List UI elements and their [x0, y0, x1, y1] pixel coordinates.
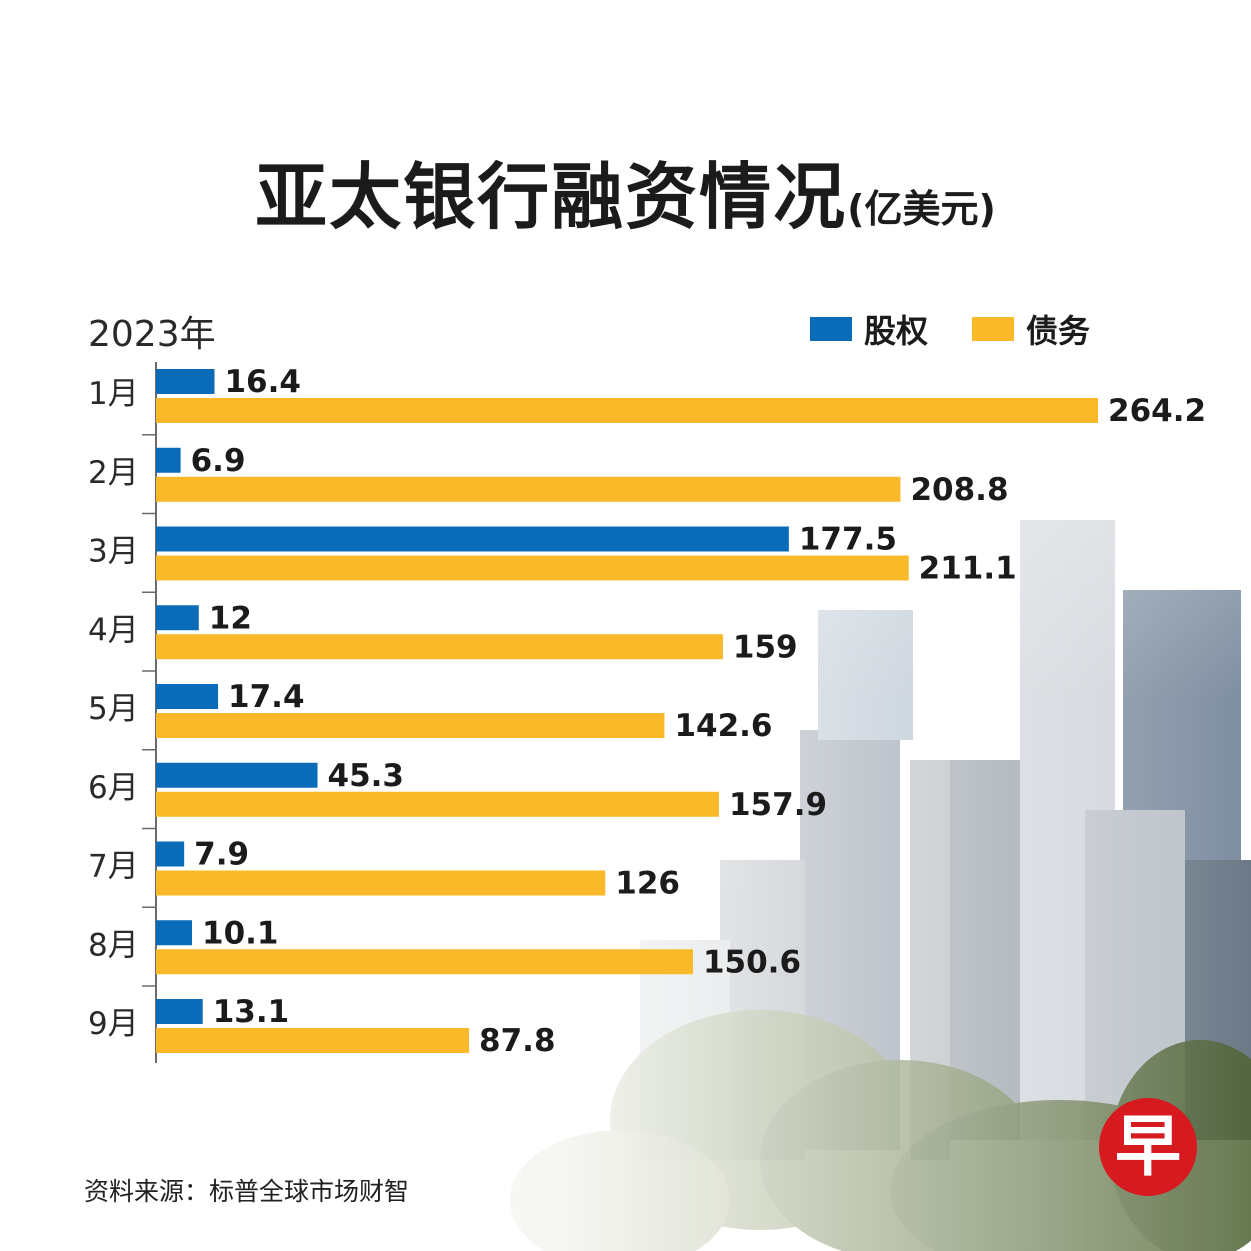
- bar-debt: [156, 791, 719, 817]
- value-label-debt: 87.8: [479, 1023, 556, 1059]
- month-label: 4月: [88, 612, 139, 648]
- month-label: 8月: [88, 927, 139, 963]
- source-note: 资料来源：标普全球市场财智: [84, 1177, 410, 1206]
- bar-debt: [156, 476, 901, 502]
- value-label-equity: 16.4: [224, 364, 301, 400]
- bar-debt: [156, 1028, 470, 1053]
- value-label-debt: 208.8: [910, 472, 1008, 508]
- bar-equity: [156, 526, 789, 552]
- value-label-equity: 45.3: [328, 758, 405, 794]
- legend-debt: 债务: [972, 306, 1090, 352]
- value-label-debt: 264.2: [1108, 393, 1206, 429]
- month-label: 3月: [88, 534, 139, 570]
- bar-debt: [156, 555, 909, 581]
- value-label-equity: 177.5: [799, 522, 897, 558]
- legend-equity: 股权: [810, 306, 928, 352]
- bar-debt: [156, 713, 665, 738]
- bar-equity: [156, 999, 203, 1024]
- bar-equity: [156, 447, 181, 473]
- value-label-equity: 10.1: [202, 915, 279, 951]
- year-label: 2023年: [88, 314, 216, 355]
- value-label-debt: 142.6: [674, 708, 772, 744]
- title-main: 亚太银行融资情况: [255, 155, 848, 239]
- chart-title: 亚太银行融资情况(亿美元): [0, 138, 1251, 243]
- legend-label-equity: 股权: [864, 312, 929, 350]
- month-label: 6月: [88, 770, 139, 806]
- value-label-equity: 12: [209, 600, 252, 636]
- bar-equity: [156, 762, 318, 788]
- title-unit: (亿美元): [847, 187, 996, 231]
- month-label: 5月: [88, 691, 139, 727]
- bar-debt: [156, 634, 723, 660]
- logo-text: 早: [1115, 1108, 1181, 1185]
- bar-debt: [156, 949, 693, 975]
- month-label: 1月: [88, 376, 139, 412]
- month-label: 9月: [88, 1006, 139, 1042]
- value-label-debt: 159: [733, 629, 798, 665]
- bar-equity: [156, 841, 185, 867]
- zaobao-logo: 早: [1099, 1098, 1197, 1196]
- value-label-debt: 150.6: [703, 944, 801, 980]
- bar-equity: [156, 920, 193, 946]
- value-label-equity: 17.4: [228, 679, 305, 715]
- value-label-equity: 13.1: [213, 994, 290, 1030]
- bar-equity: [156, 605, 199, 631]
- legend-swatch-debt: [972, 317, 1014, 341]
- bar-debt: [156, 870, 606, 896]
- month-label: 7月: [88, 849, 139, 885]
- bar-equity: [156, 684, 219, 709]
- value-label-equity: 7.9: [194, 837, 249, 873]
- value-label-debt: 157.9: [729, 787, 827, 823]
- legend-label-debt: 债务: [1026, 312, 1091, 350]
- value-label-equity: 6.9: [191, 443, 246, 479]
- value-label-debt: 211.1: [919, 551, 1017, 587]
- legend-swatch-equity: [810, 317, 852, 341]
- month-label: 2月: [88, 455, 139, 491]
- bar-debt: [156, 398, 1098, 423]
- value-label-debt: 126: [615, 866, 680, 902]
- bar-equity: [156, 369, 215, 394]
